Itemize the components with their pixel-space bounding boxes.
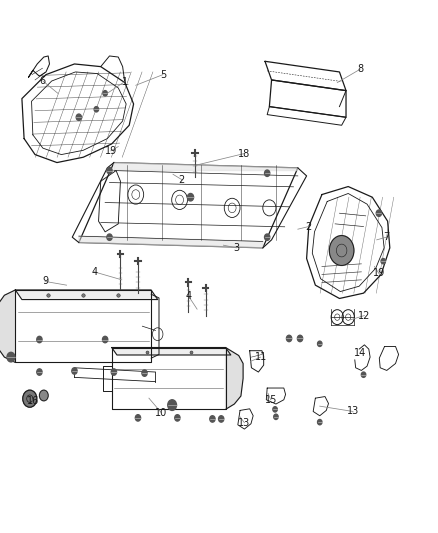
Circle shape xyxy=(381,259,385,264)
Text: 15: 15 xyxy=(265,395,277,405)
Circle shape xyxy=(23,390,37,407)
Circle shape xyxy=(142,370,147,376)
Circle shape xyxy=(76,114,81,120)
Circle shape xyxy=(111,369,117,375)
Circle shape xyxy=(135,415,141,421)
Text: 7: 7 xyxy=(383,232,389,242)
Circle shape xyxy=(102,336,108,343)
Circle shape xyxy=(318,419,322,425)
Polygon shape xyxy=(112,348,231,355)
Text: 19: 19 xyxy=(373,269,385,278)
Text: 9: 9 xyxy=(42,277,48,286)
Circle shape xyxy=(39,390,48,401)
Circle shape xyxy=(187,193,194,201)
Text: 19: 19 xyxy=(105,146,117,156)
Text: 6: 6 xyxy=(40,76,46,86)
Polygon shape xyxy=(114,163,298,171)
Circle shape xyxy=(107,167,112,174)
Text: 13: 13 xyxy=(238,418,251,427)
Circle shape xyxy=(329,236,354,265)
Text: 10: 10 xyxy=(155,408,167,417)
Text: 11: 11 xyxy=(254,352,267,362)
Circle shape xyxy=(273,407,277,412)
Text: 12: 12 xyxy=(358,311,371,320)
Text: 14: 14 xyxy=(354,348,366,358)
Text: 8: 8 xyxy=(357,64,363,74)
Circle shape xyxy=(297,335,303,342)
Circle shape xyxy=(361,372,366,377)
Text: 4: 4 xyxy=(91,267,97,277)
Polygon shape xyxy=(79,236,263,248)
Text: 1: 1 xyxy=(122,77,128,86)
Polygon shape xyxy=(226,348,243,409)
Polygon shape xyxy=(0,290,15,362)
Text: 2: 2 xyxy=(306,222,312,231)
Circle shape xyxy=(37,336,42,343)
Text: 2: 2 xyxy=(179,175,185,184)
Text: 16: 16 xyxy=(27,397,39,406)
Text: 5: 5 xyxy=(160,70,166,79)
Circle shape xyxy=(103,91,107,96)
Circle shape xyxy=(274,414,278,419)
Circle shape xyxy=(376,210,381,216)
Circle shape xyxy=(286,335,292,342)
Circle shape xyxy=(168,400,177,410)
Text: 18: 18 xyxy=(238,149,251,158)
Circle shape xyxy=(94,107,99,112)
Text: 3: 3 xyxy=(233,243,240,253)
Circle shape xyxy=(265,170,270,176)
Text: 4: 4 xyxy=(185,291,191,301)
Circle shape xyxy=(175,415,180,421)
Circle shape xyxy=(72,368,77,374)
Circle shape xyxy=(37,369,42,375)
Circle shape xyxy=(107,234,112,240)
Circle shape xyxy=(318,341,322,346)
Text: 13: 13 xyxy=(347,407,359,416)
Circle shape xyxy=(219,416,224,422)
Polygon shape xyxy=(15,290,158,300)
Circle shape xyxy=(265,234,270,240)
Circle shape xyxy=(210,416,215,422)
Circle shape xyxy=(7,352,15,362)
